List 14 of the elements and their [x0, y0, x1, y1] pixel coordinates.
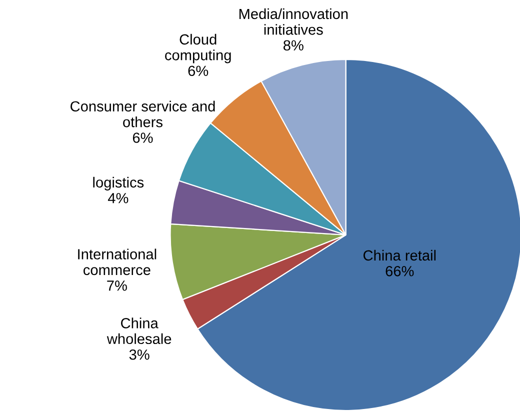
data-label: 3% — [129, 349, 150, 360]
data-label: 6% — [132, 132, 153, 143]
slice-label: China wholesale — [106, 318, 172, 344]
data-label: 6% — [188, 66, 208, 76]
slice-label: Media/innovation initiatives — [239, 8, 348, 35]
data-label: 7% — [107, 280, 127, 291]
data-label: 8% — [284, 40, 304, 51]
slice-label: China retail — [364, 250, 436, 261]
data-label: 4% — [108, 193, 128, 204]
slice-label: International commerce — [78, 248, 156, 276]
slice-label: Consumer service and others — [70, 100, 215, 128]
slice-label: logistics — [93, 176, 144, 190]
data-label: 66% — [386, 266, 414, 276]
slice-label: Cloud computing — [165, 34, 231, 64]
